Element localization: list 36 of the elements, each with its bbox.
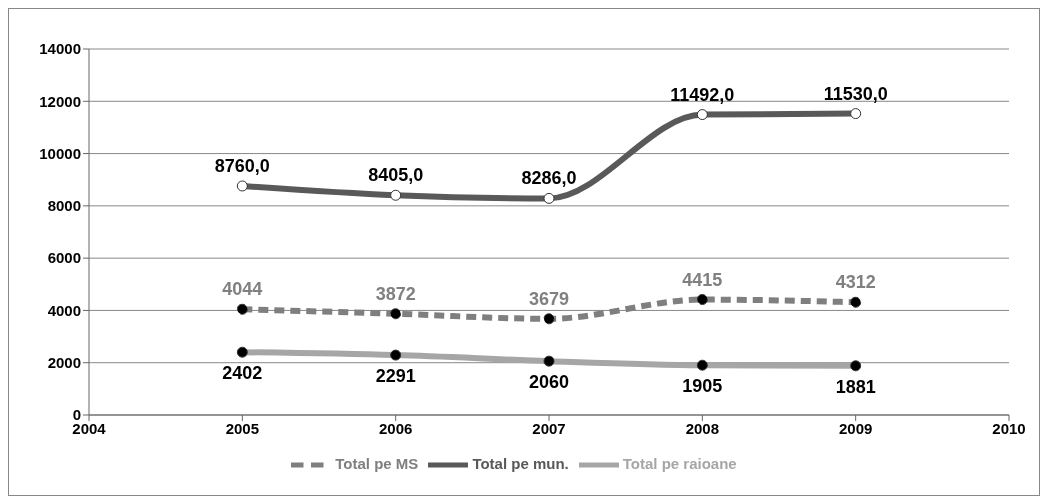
x-tick-label: 2009 (838, 419, 873, 437)
legend-label: Total pe MS (335, 454, 419, 472)
data-label: 2060 (528, 371, 570, 392)
data-label: 8405,0 (368, 165, 424, 186)
x-tick-label: 2005 (225, 419, 260, 437)
y-tick-label: 10000 (39, 144, 81, 162)
y-tick-label: 8000 (47, 197, 81, 215)
data-label: 4312 (835, 272, 876, 293)
data-label: 4415 (682, 269, 723, 290)
y-tick-label: 2000 (47, 354, 81, 372)
data-label: 8760,0 (214, 155, 270, 176)
point (850, 108, 862, 120)
point (236, 180, 248, 192)
point (390, 189, 402, 201)
point (543, 192, 555, 204)
data-label: 11530,0 (823, 83, 888, 104)
data-label: 3679 (528, 288, 570, 309)
y-tick-label: 4000 (47, 301, 81, 319)
x-tick-label: 2007 (532, 419, 566, 437)
x-tick-label: 2010 (992, 419, 1026, 437)
data-label: 8286,0 (521, 168, 577, 189)
y-tick-label: 6000 (47, 249, 81, 267)
data-label: 4044 (222, 279, 263, 300)
point (696, 109, 708, 121)
data-label: 2402 (222, 362, 263, 383)
data-label: 1881 (835, 376, 876, 397)
y-tick-label: 14000 (39, 40, 81, 58)
data-label: 11492,0 (670, 84, 735, 105)
legend-label: Total pe mun. (472, 454, 569, 472)
data-label: 1905 (682, 375, 723, 396)
x-tick-label: 2008 (685, 419, 720, 437)
y-tick-label: 12000 (39, 92, 81, 110)
x-tick-label: 2006 (378, 419, 413, 437)
legend-label: Total pe raioane (622, 454, 737, 472)
data-label: 2291 (375, 365, 416, 386)
data-label: 3872 (375, 283, 416, 304)
